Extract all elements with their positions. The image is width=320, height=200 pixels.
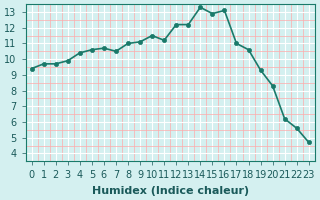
- X-axis label: Humidex (Indice chaleur): Humidex (Indice chaleur): [92, 186, 249, 196]
